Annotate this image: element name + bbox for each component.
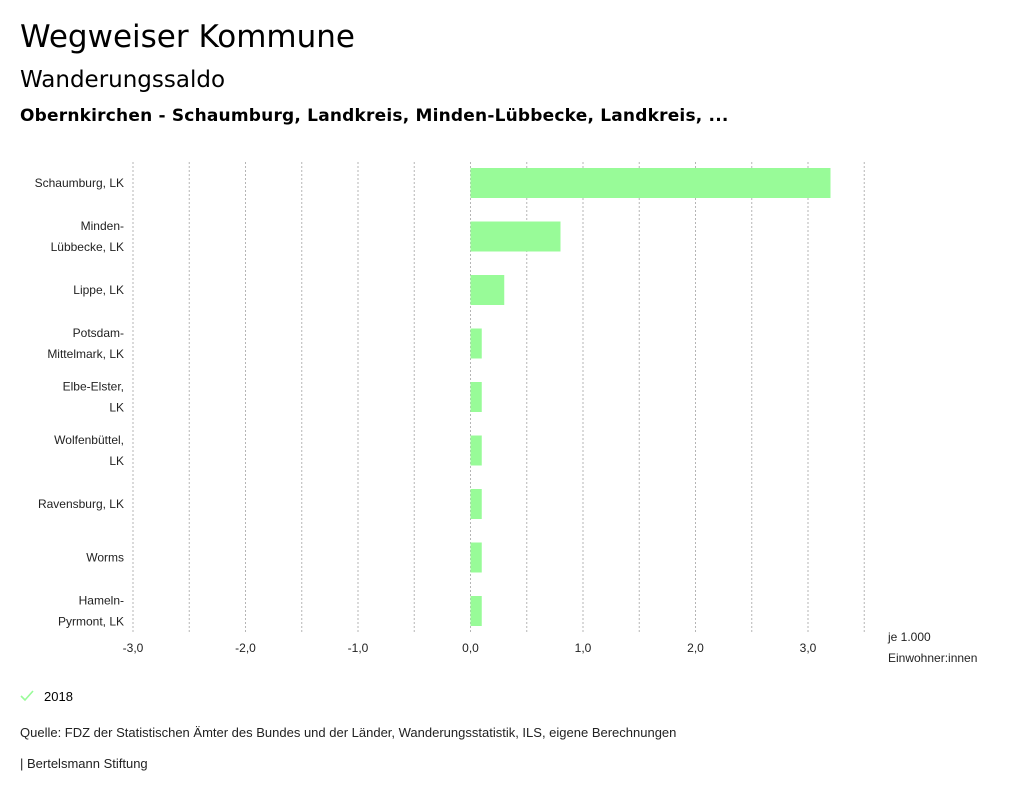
category-label: Hameln-Pyrmont, LK (58, 594, 124, 629)
x-tick-labels: -3,0 -2,0 -1,0 0,0 1,0 2,0 3,0 (123, 641, 817, 655)
bar[interactable] (470, 542, 482, 573)
category-label: Worms (86, 551, 124, 565)
x-axis-title: je 1.000 Einwohner:innen (887, 630, 977, 665)
category-label: Minden-Lübbecke, LK (51, 219, 124, 254)
x-tick-label: 2,0 (687, 641, 704, 655)
x-tick-label: 1,0 (575, 641, 592, 655)
x-tick-label: -3,0 (123, 641, 144, 655)
category-labels: Schaumburg, LK Minden-Lübbecke, LK Lippe, … (35, 176, 124, 629)
bar[interactable] (470, 168, 831, 198)
bar[interactable] (470, 382, 482, 412)
legend[interactable]: 2018 (20, 686, 73, 706)
bar[interactable] (470, 596, 482, 626)
category-label: Schaumburg, LK (35, 176, 124, 190)
bar[interactable] (470, 221, 561, 252)
x-tick-label: 0,0 (462, 641, 479, 655)
page-title: Wegweiser Kommune (20, 19, 355, 55)
category-label: Potsdam-Mittelmark, LK (47, 326, 124, 361)
bar-chart: Schaumburg, LK Minden-Lübbecke, LK Lippe, … (35, 162, 977, 665)
source-note: Quelle: FDZ der Statistischen Ämter des … (20, 725, 677, 740)
bars (470, 168, 831, 626)
category-label: Ravensburg, LK (38, 497, 124, 511)
chart-subtitle: Wanderungssaldo (20, 67, 226, 93)
bar[interactable] (470, 435, 482, 466)
check-icon[interactable] (20, 689, 34, 703)
x-tick-label: -2,0 (235, 641, 256, 655)
brand-note: | Bertelsmann Stiftung (20, 756, 148, 771)
category-label: Lippe, LK (73, 283, 124, 297)
x-axis-label: je 1.000 Einwohner:innen (887, 630, 977, 665)
region-label: Obernkirchen - Schaumburg, Landkreis, Mi… (20, 106, 729, 126)
category-label: Elbe-Elster, LK (63, 380, 124, 415)
x-tick-label: -1,0 (348, 641, 369, 655)
category-label: Wolfenbüttel, LK (54, 433, 124, 468)
bar[interactable] (470, 275, 505, 305)
legend-label: 2018 (44, 688, 73, 704)
x-tick-label: 3,0 (800, 641, 817, 655)
bar[interactable] (470, 489, 482, 519)
bar[interactable] (470, 328, 482, 359)
